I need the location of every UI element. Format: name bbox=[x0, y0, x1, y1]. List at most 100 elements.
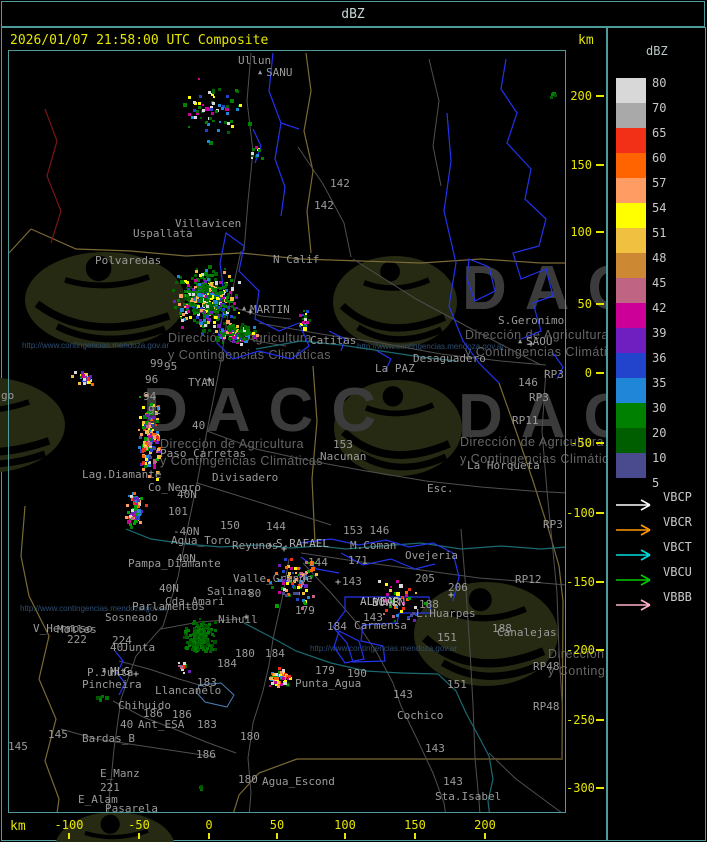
echo-cell bbox=[196, 283, 199, 286]
echo-cell bbox=[191, 648, 194, 651]
dacc-leaf-logo bbox=[55, 812, 175, 842]
echo-cell bbox=[183, 303, 186, 306]
echo-cell bbox=[386, 593, 389, 596]
echo-cell bbox=[231, 327, 234, 330]
echo-cell bbox=[300, 572, 303, 575]
echo-cell bbox=[210, 106, 213, 109]
echo-cell bbox=[378, 580, 381, 583]
echo-cell bbox=[184, 290, 187, 293]
echo-cell bbox=[228, 337, 231, 340]
echo-cell bbox=[217, 324, 221, 328]
dbz-scale-block bbox=[616, 303, 646, 328]
legend-title: dBZ bbox=[646, 44, 668, 58]
echo-cell bbox=[196, 291, 199, 294]
echo-cell bbox=[133, 492, 136, 495]
echo-cell bbox=[219, 306, 222, 309]
echo-cell bbox=[277, 681, 280, 684]
echo-cell bbox=[125, 516, 128, 519]
echo-cell bbox=[146, 414, 149, 417]
echo-cell bbox=[213, 309, 216, 312]
echo-cell bbox=[128, 495, 130, 497]
echo-cell bbox=[227, 309, 230, 312]
echo-cell bbox=[179, 276, 182, 279]
echo-cell bbox=[202, 648, 205, 651]
echo-cell bbox=[304, 584, 308, 588]
echo-cell bbox=[135, 510, 138, 513]
echo-cell bbox=[256, 154, 259, 157]
echo-cell bbox=[208, 285, 211, 288]
echo-cell bbox=[214, 621, 217, 624]
echo-cell bbox=[204, 645, 207, 648]
echo-cell bbox=[251, 154, 254, 157]
echo-cell bbox=[205, 129, 208, 132]
echo-cell bbox=[193, 620, 196, 623]
echo-cell bbox=[138, 446, 141, 449]
echo-cell bbox=[282, 671, 285, 674]
echo-cell bbox=[305, 577, 308, 580]
echo-cell bbox=[177, 275, 180, 278]
echo-cell bbox=[197, 630, 200, 633]
echo-cell bbox=[289, 576, 292, 579]
echo-cell bbox=[278, 667, 281, 670]
echo-cell bbox=[207, 278, 210, 281]
echo-cell bbox=[131, 509, 134, 512]
echo-cell bbox=[216, 336, 219, 339]
echo-cell bbox=[186, 281, 189, 284]
echo-cell bbox=[196, 624, 199, 627]
echo-cell bbox=[142, 406, 145, 409]
echo-cell bbox=[218, 104, 221, 107]
echo-cell bbox=[229, 331, 232, 334]
echo-cell bbox=[181, 665, 185, 669]
llancanelo-lagoon bbox=[196, 682, 235, 708]
echo-cell bbox=[212, 102, 215, 105]
bottom-axis-unit-label: km bbox=[10, 819, 26, 834]
echo-cell bbox=[185, 317, 188, 320]
echo-cell bbox=[91, 383, 94, 386]
echo-cell bbox=[142, 448, 146, 452]
echo-cell bbox=[203, 286, 206, 289]
echo-cell bbox=[271, 586, 274, 589]
echo-cell bbox=[96, 697, 99, 700]
echo-cell bbox=[296, 598, 299, 601]
echo-cell bbox=[174, 306, 177, 309]
echo-cell bbox=[204, 298, 207, 301]
echo-cell bbox=[214, 278, 217, 281]
echo-cell bbox=[303, 325, 306, 328]
echo-cell bbox=[276, 677, 279, 680]
echo-cell bbox=[269, 677, 272, 680]
echo-cell bbox=[83, 378, 86, 381]
echo-cell bbox=[196, 112, 199, 115]
echo-cell bbox=[194, 304, 197, 307]
echo-cell bbox=[138, 429, 140, 431]
echo-cell bbox=[205, 107, 209, 111]
province-borders bbox=[9, 52, 565, 812]
echo-cell bbox=[145, 458, 148, 461]
echo-cell bbox=[208, 91, 211, 94]
echo-cell bbox=[213, 120, 215, 122]
echo-cell bbox=[386, 599, 389, 602]
echo-cell bbox=[225, 289, 228, 292]
echo-cell bbox=[196, 307, 198, 309]
echo-cell bbox=[233, 316, 236, 319]
echo-cell bbox=[299, 325, 301, 327]
echo-cell bbox=[180, 317, 182, 319]
echo-cell bbox=[227, 131, 230, 134]
echo-cell bbox=[269, 581, 272, 584]
echo-cell bbox=[414, 606, 417, 609]
echo-cell bbox=[212, 89, 215, 92]
dacc-watermark-text: DACC bbox=[462, 254, 606, 323]
echo-cell bbox=[410, 614, 413, 617]
echo-cell bbox=[143, 424, 146, 427]
echo-cell bbox=[131, 517, 134, 520]
echo-cell bbox=[224, 305, 227, 308]
echo-cell bbox=[127, 520, 131, 524]
echo-cell bbox=[126, 504, 129, 507]
dbz-scale-block bbox=[616, 403, 646, 428]
echo-cell bbox=[298, 584, 301, 587]
echo-cell bbox=[215, 292, 218, 295]
echo-cell bbox=[208, 329, 211, 332]
echo-cell bbox=[226, 112, 229, 115]
echo-cell bbox=[145, 430, 149, 434]
echo-cell bbox=[140, 510, 143, 513]
echo-cell bbox=[296, 592, 299, 595]
